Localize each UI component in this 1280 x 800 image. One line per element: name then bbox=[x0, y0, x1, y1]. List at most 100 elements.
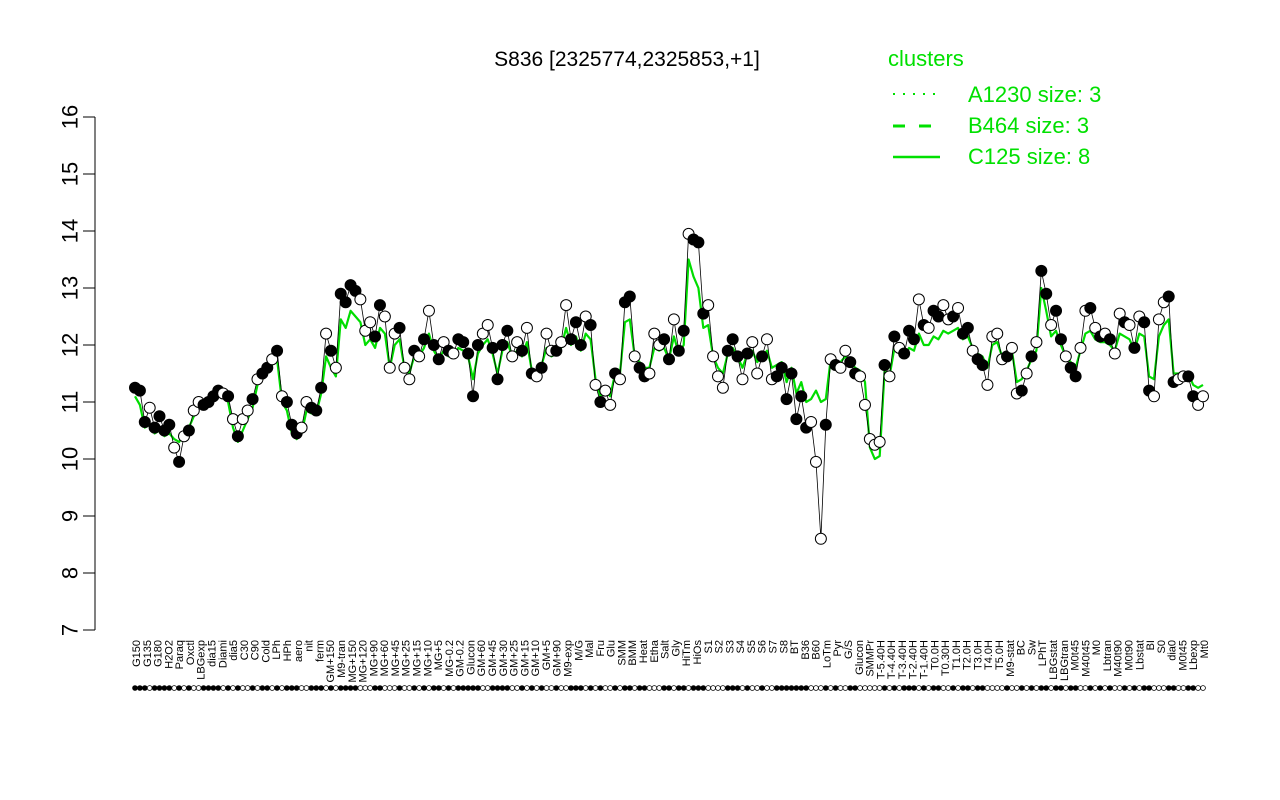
data-point bbox=[648, 327, 661, 340]
x-mark bbox=[842, 685, 849, 691]
x-tick-label: S1 bbox=[703, 640, 715, 653]
data-point bbox=[143, 401, 156, 414]
x-mark bbox=[386, 685, 393, 691]
x-mark bbox=[729, 685, 736, 691]
x-mark bbox=[166, 685, 173, 691]
x-tick-label: HiOs bbox=[692, 640, 704, 665]
x-tick-label: dia0 bbox=[1167, 640, 1179, 661]
x-mark bbox=[646, 685, 653, 691]
x-mark bbox=[622, 685, 628, 691]
x-tick-label: MG+15 bbox=[411, 640, 423, 676]
x-tick-label: Gly bbox=[670, 640, 682, 657]
data-point bbox=[1074, 341, 1087, 354]
data-point bbox=[447, 347, 460, 360]
x-mark bbox=[876, 685, 883, 691]
x-mark bbox=[612, 685, 618, 691]
x-mark bbox=[867, 685, 873, 691]
x-mark bbox=[636, 685, 643, 691]
x-tick-label: T0.30H bbox=[940, 640, 952, 676]
y-ticks: 7 8 9 10 11 12 13 14 15 16 bbox=[58, 105, 95, 636]
data-point bbox=[173, 455, 186, 468]
data-point bbox=[540, 327, 553, 340]
x-mark bbox=[342, 685, 349, 691]
x-mark bbox=[827, 685, 834, 691]
x-mark bbox=[955, 685, 961, 691]
x-mark bbox=[1102, 685, 1108, 691]
x-tick-label: BC bbox=[1016, 640, 1028, 655]
x-mark bbox=[1185, 685, 1192, 691]
x-mark bbox=[259, 685, 266, 691]
data-point bbox=[432, 353, 445, 366]
data-point bbox=[677, 324, 690, 337]
x-mark bbox=[210, 685, 217, 691]
x-mark bbox=[450, 685, 457, 691]
data-point bbox=[888, 330, 901, 343]
x-tick-label: GM+5 bbox=[541, 640, 553, 670]
x-mark bbox=[284, 685, 290, 691]
x-mark bbox=[1116, 685, 1123, 691]
x-mark bbox=[891, 685, 898, 691]
x-tick-label: Lbexp bbox=[1188, 640, 1200, 670]
x-tick-label: S3 bbox=[724, 640, 736, 653]
x-mark bbox=[749, 685, 756, 691]
y-tick-label: 8 bbox=[58, 567, 83, 579]
x-mark bbox=[916, 685, 922, 691]
x-mark bbox=[1107, 685, 1113, 691]
x-tick-label: Sw bbox=[1026, 640, 1038, 655]
x-tick-label: BI bbox=[1145, 640, 1157, 650]
x-tick-label: Glucon bbox=[465, 640, 477, 675]
x-mark bbox=[1058, 685, 1064, 691]
x-mark bbox=[186, 685, 192, 691]
data-point bbox=[324, 344, 337, 357]
data-point bbox=[937, 299, 950, 312]
x-mark bbox=[1161, 685, 1167, 691]
data-point bbox=[569, 316, 582, 329]
data-point bbox=[535, 361, 548, 374]
x-tick-label: T-4.40H bbox=[886, 640, 898, 679]
data-point bbox=[520, 321, 533, 334]
x-mark bbox=[759, 685, 765, 691]
x-mark bbox=[1043, 685, 1050, 691]
data-point bbox=[790, 413, 803, 426]
x-mark bbox=[1165, 685, 1172, 691]
data-point bbox=[711, 370, 724, 383]
data-point bbox=[320, 327, 333, 340]
x-tick-label: Etha bbox=[649, 639, 661, 663]
data-point bbox=[280, 396, 293, 408]
data-point bbox=[133, 384, 146, 397]
data-point bbox=[873, 435, 886, 448]
x-mark bbox=[318, 685, 324, 691]
x-mark bbox=[1072, 685, 1079, 691]
x-tick-label: T-3.40H bbox=[897, 640, 909, 679]
legend-entry-a1230: A1230 size: 3 bbox=[968, 82, 1101, 107]
data-point bbox=[589, 378, 602, 391]
x-mark bbox=[788, 685, 795, 691]
x-mark bbox=[313, 685, 320, 691]
x-tick-label: MG+60 bbox=[379, 640, 391, 676]
data-point bbox=[912, 293, 925, 306]
y-tick-label: 15 bbox=[58, 162, 83, 186]
x-mark bbox=[847, 685, 854, 691]
x-mark bbox=[367, 685, 373, 691]
data-point bbox=[834, 361, 847, 374]
data-point bbox=[760, 333, 773, 346]
x-mark bbox=[435, 685, 442, 691]
data-point bbox=[1015, 384, 1028, 397]
data-point bbox=[809, 455, 822, 468]
data-point bbox=[584, 319, 597, 332]
x-mark bbox=[293, 685, 300, 691]
x-mark bbox=[254, 685, 261, 691]
x-tick-label: Cold bbox=[260, 640, 272, 663]
x-tick-label: S7 bbox=[767, 640, 779, 653]
data-point bbox=[672, 344, 685, 357]
x-mark bbox=[930, 685, 937, 691]
x-mark bbox=[769, 685, 775, 691]
y-tick-label: 12 bbox=[58, 333, 83, 357]
x-mark bbox=[617, 685, 623, 691]
x-mark bbox=[994, 685, 1001, 691]
x-mark bbox=[239, 685, 246, 691]
x-tick-label: Pyr bbox=[832, 640, 844, 657]
x-tick-label: MG-0.2 bbox=[444, 640, 456, 677]
x-mark bbox=[161, 685, 168, 691]
data-point bbox=[462, 347, 475, 360]
